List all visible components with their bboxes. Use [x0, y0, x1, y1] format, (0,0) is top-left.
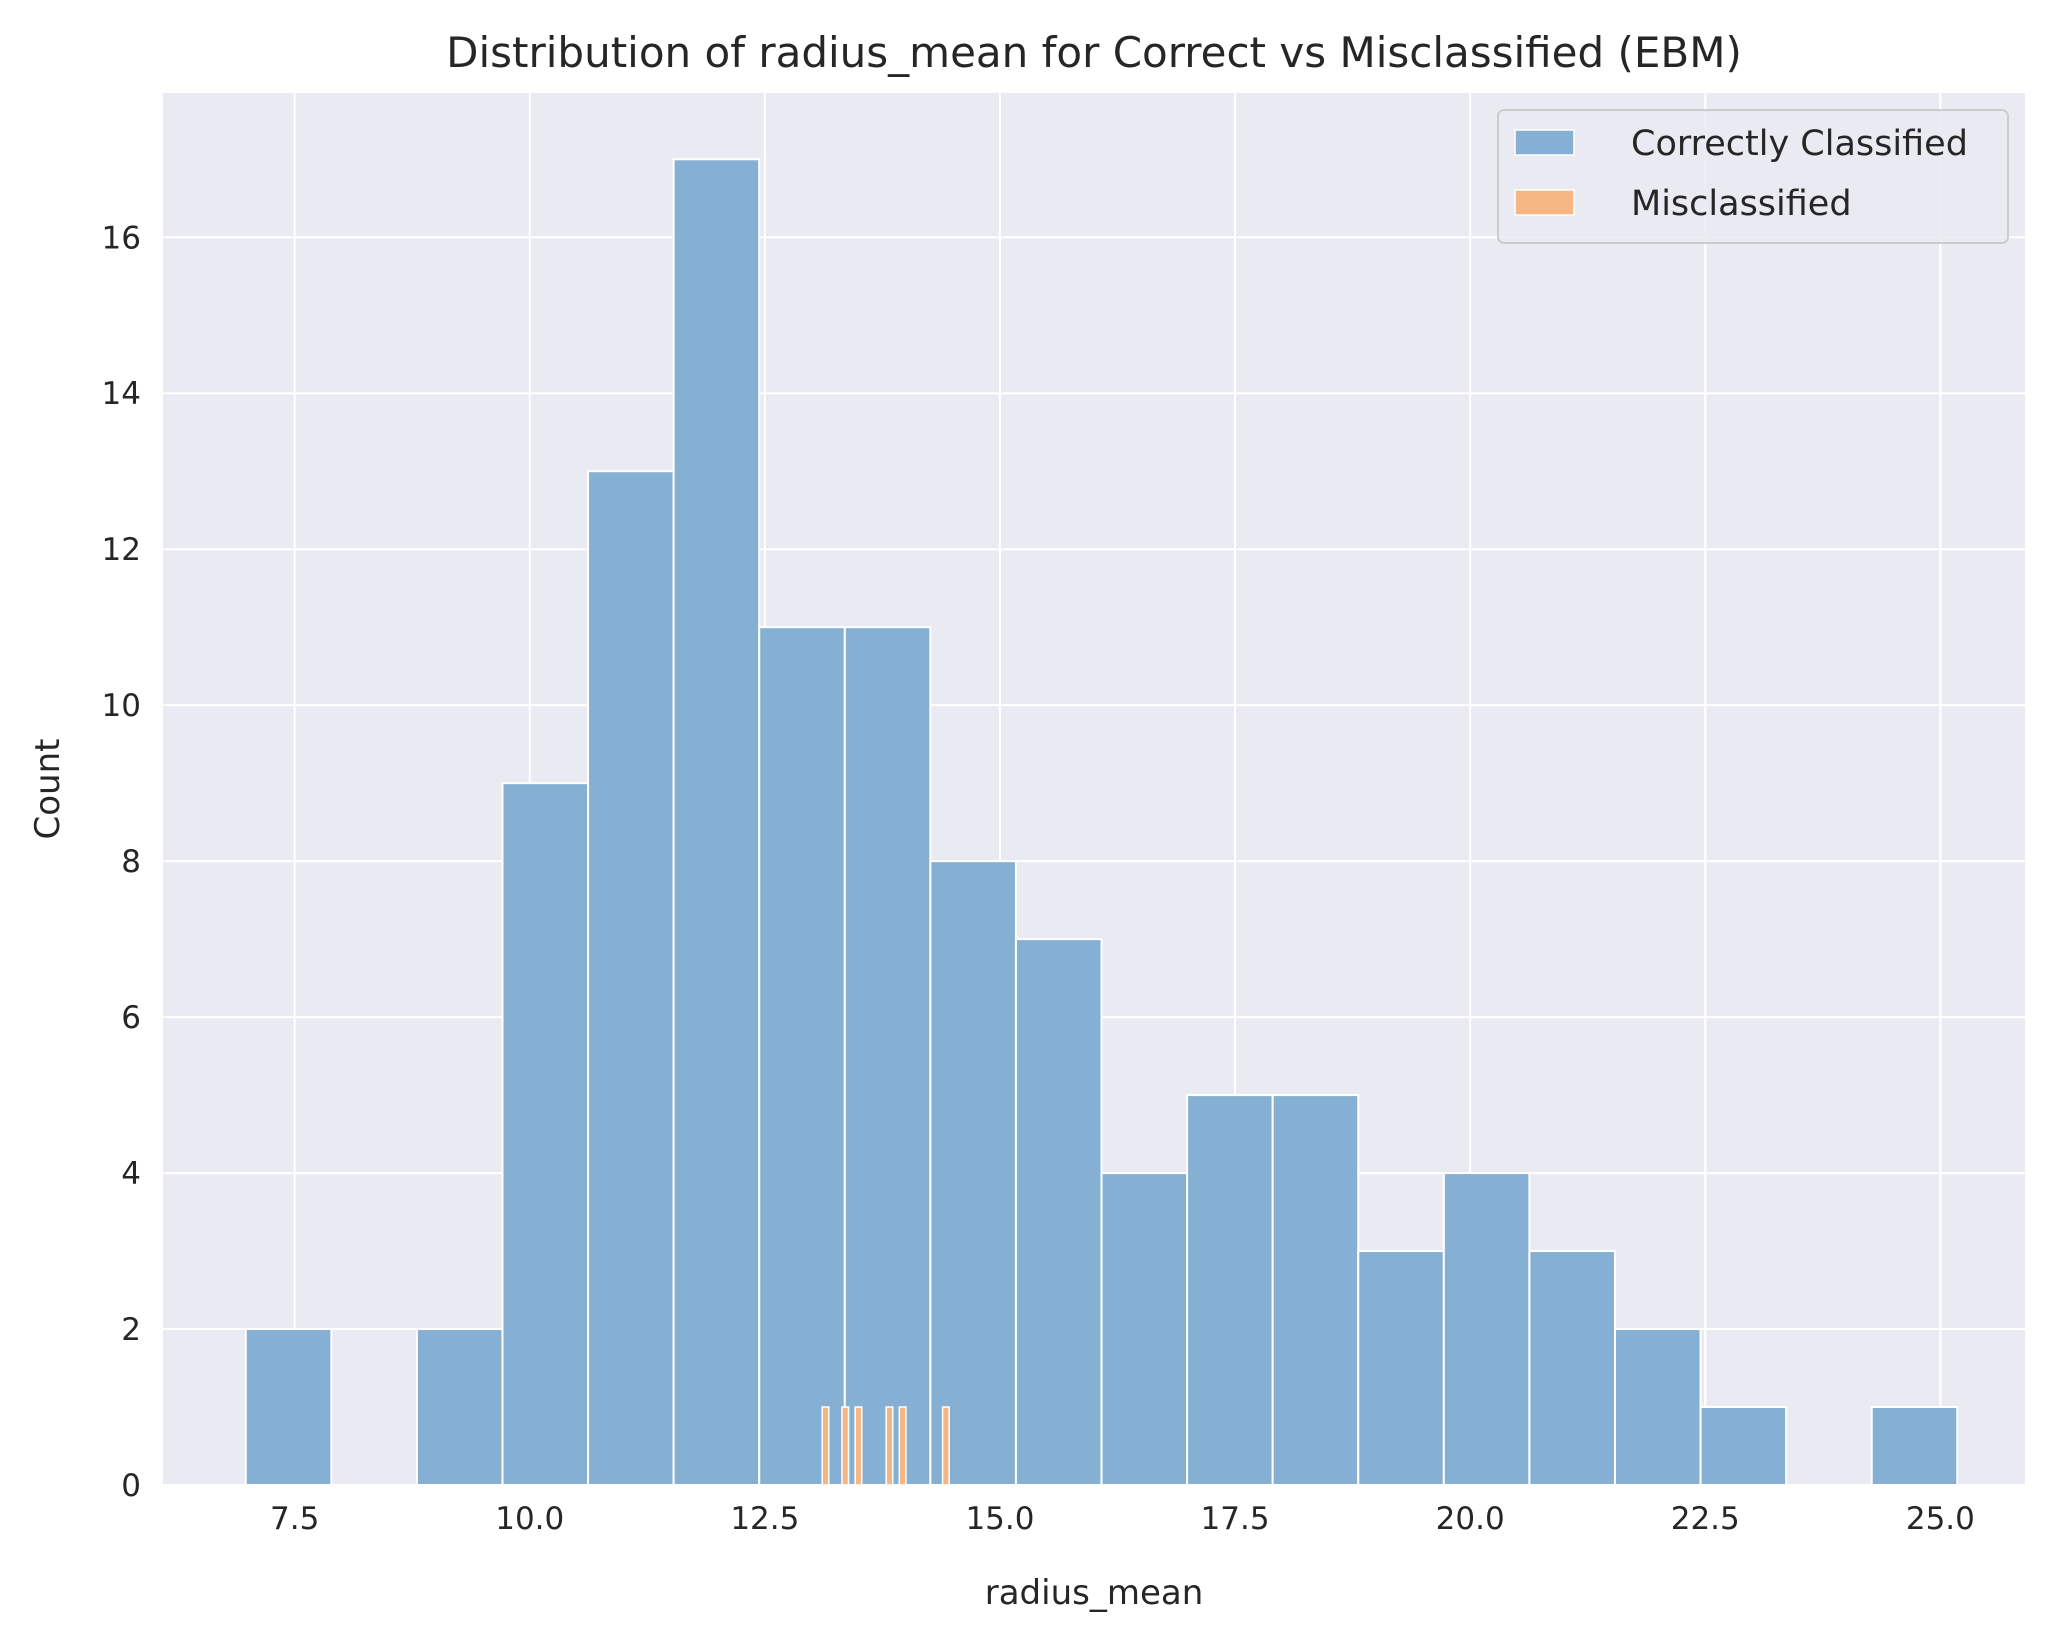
x-tick-label: 10.0: [495, 1501, 564, 1537]
x-tick-label: 15.0: [965, 1501, 1034, 1537]
bar-correctly-classified: [501, 782, 590, 1486]
bar-correctly-classified: [672, 158, 761, 1486]
bar-correctly-classified: [587, 470, 675, 1486]
bar-misclassified: [898, 1406, 907, 1486]
bar-correctly-classified: [1271, 1094, 1360, 1486]
y-tick-label: 16: [102, 220, 141, 256]
y-tick-label: 8: [121, 844, 141, 880]
bar-correctly-classified: [244, 1328, 333, 1486]
bar-misclassified: [841, 1406, 850, 1486]
x-tick-label: 17.5: [1201, 1501, 1270, 1537]
bar-correctly-classified: [1699, 1406, 1788, 1487]
y-tick-label: 10: [102, 688, 141, 724]
y-tick-label: 4: [121, 1156, 141, 1192]
x-tick-label: 22.5: [1671, 1501, 1740, 1537]
bar-correctly-classified: [1613, 1328, 1702, 1486]
y-tick-label: 2: [121, 1312, 141, 1348]
bars: [244, 158, 1959, 1487]
bar-correctly-classified: [1186, 1094, 1274, 1486]
x-tick-label: 7.5: [270, 1501, 319, 1537]
bar-misclassified: [821, 1406, 830, 1486]
bar-correctly-classified: [415, 1328, 504, 1486]
legend: Correctly Classified Misclassified: [1497, 109, 2009, 244]
bar-correctly-classified: [1870, 1406, 1959, 1487]
x-tick-label: 12.5: [730, 1501, 799, 1537]
x-axis-label: radius_mean: [985, 1573, 1204, 1613]
bar-misclassified: [941, 1406, 950, 1486]
bar-correctly-classified: [1442, 1172, 1531, 1487]
bar-correctly-classified: [1528, 1250, 1616, 1486]
y-tick-label: 14: [102, 376, 141, 412]
y-axis-label: Count: [28, 739, 68, 840]
legend-swatch-correct: [1514, 129, 1575, 156]
y-tick-label: 6: [121, 1000, 141, 1036]
x-tick-label: 25.0: [1906, 1501, 1975, 1537]
x-tick-labels: 7.5 10.0 12.5 15.0 17.5 20.0 22.5 25.0: [270, 1501, 1975, 1537]
y-tick-label: 0: [121, 1468, 141, 1504]
y-tick-labels: 0 2 4 6 8 10 12 14 16: [102, 220, 141, 1504]
bar-correctly-classified: [1357, 1250, 1445, 1486]
legend-label-misclassified: Misclassified: [1631, 184, 1852, 224]
chart-title: Distribution of radius_mean for Correct …: [446, 28, 1742, 77]
bar-misclassified: [885, 1406, 894, 1486]
legend-box: [1497, 109, 2009, 244]
bar-correctly-classified: [1100, 1172, 1189, 1487]
bar-correctly-classified: [758, 626, 846, 1486]
bar-misclassified: [854, 1406, 863, 1486]
bar-correctly-classified: [1014, 938, 1103, 1486]
legend-label-correct: Correctly Classified: [1631, 124, 1968, 164]
legend-swatch-misclassified: [1514, 189, 1575, 216]
x-tick-label: 20.0: [1436, 1501, 1505, 1537]
bar-correctly-classified: [929, 860, 1017, 1486]
y-tick-label: 12: [102, 532, 141, 568]
bar-correctly-classified: [843, 626, 932, 1486]
